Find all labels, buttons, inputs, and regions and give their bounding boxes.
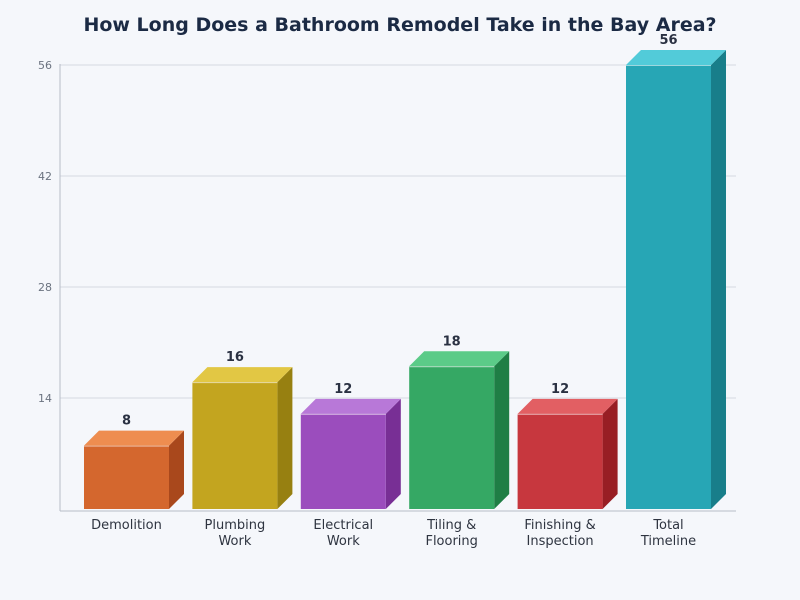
bar-top [192,367,293,383]
bar-side [169,430,184,509]
data-label: 16 [226,350,244,365]
x-tick-label: Plumbing Work [205,518,266,549]
data-label: 56 [659,33,677,48]
bar [300,413,386,509]
x-tick-label-line: Finishing & [524,518,595,533]
bar-group [409,351,510,509]
bar-group [192,367,293,509]
x-tick-label: Total Timeline [640,518,696,549]
data-label: 18 [443,334,461,349]
bar-group [626,50,726,509]
x-tick-label: Demolition [91,518,162,533]
y-tick-label: 42 [38,170,52,183]
x-tick-label-line: Total [652,518,683,533]
bar [192,382,278,509]
x-tick-label: Finishing & Inspection [524,518,595,549]
bar-side [494,351,510,509]
bar-side [385,398,401,509]
bar-top [626,50,726,65]
x-tick-label-line: Electrical [313,518,373,533]
x-tick-label-line: Tiling & [426,518,476,533]
bar-side [277,367,293,509]
y-tick-label: 14 [38,392,52,405]
bar-side [711,50,726,509]
bar-side [602,398,618,509]
x-tick-label-line: Demolition [91,518,162,533]
data-label: 8 [122,414,131,429]
y-tick-label: 28 [38,281,52,294]
y-tick-label: 56 [38,59,52,72]
bar-group [517,398,618,509]
x-tick-label-line: Timeline [640,534,696,549]
bar [517,413,603,509]
x-tick-label-line: Flooring [425,534,477,549]
x-tick-label-line: Plumbing [205,518,266,533]
bar-top [409,351,510,367]
bar [626,65,711,509]
x-tick-label-line: Work [327,534,360,549]
data-label: 12 [334,382,352,397]
x-tick-label-line: Work [218,534,251,549]
bar-group [300,398,401,509]
chart-title: How Long Does a Bathroom Remodel Take in… [83,14,717,36]
x-tick-label: Tiling & Flooring [425,518,477,549]
bar [84,445,169,509]
bar-top [84,430,184,446]
bar-top [517,398,618,414]
data-label: 12 [551,382,569,397]
bar-group [84,430,184,509]
x-tick-label: Electrical Work [313,518,373,549]
bar-top [300,398,401,414]
bar [409,366,495,509]
x-tick-label-line: Inspection [527,534,594,549]
